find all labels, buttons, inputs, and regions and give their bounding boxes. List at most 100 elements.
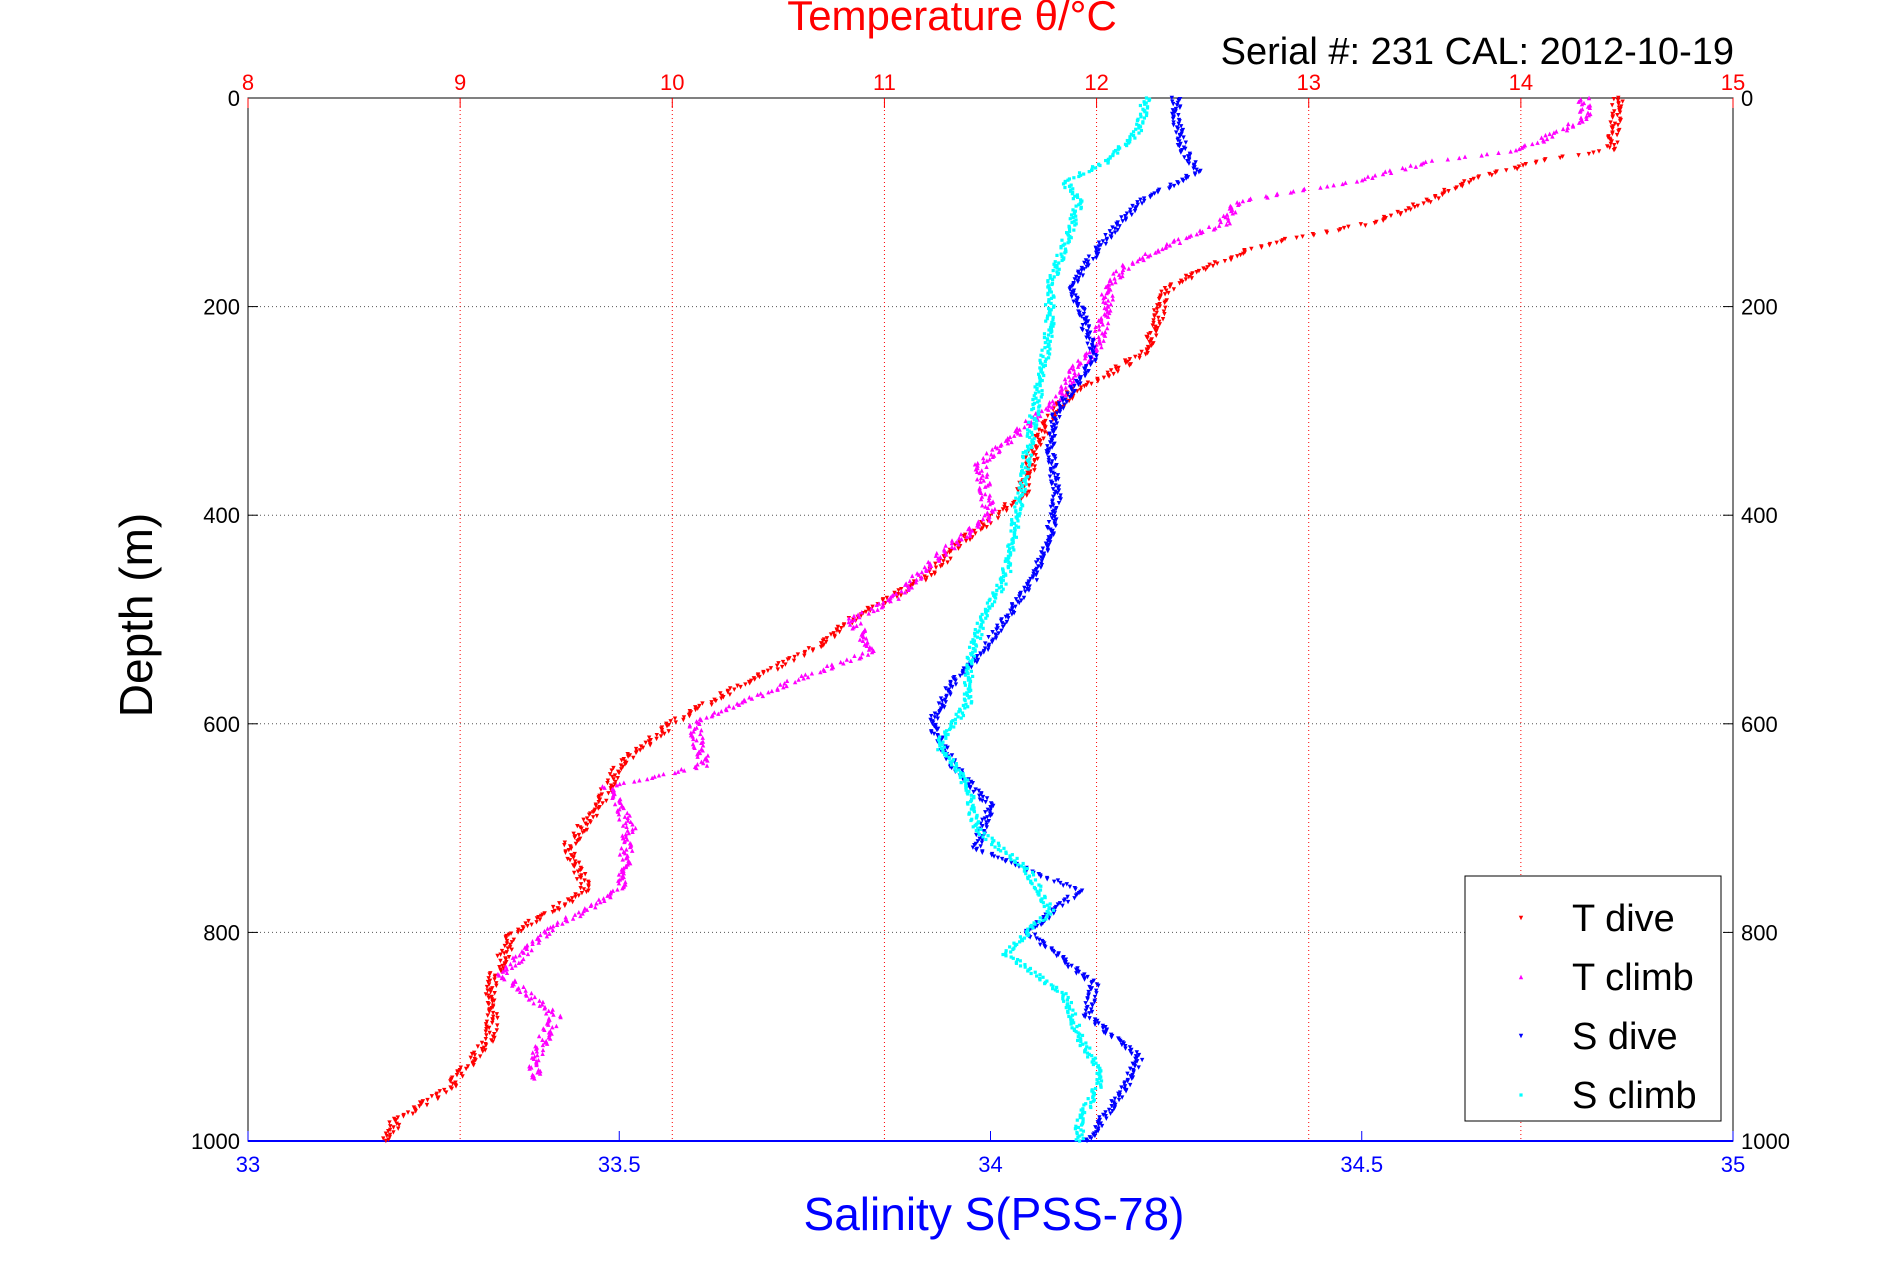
data-point [443, 1090, 449, 1095]
data-point [1517, 146, 1522, 152]
salinity-tick-label: 34 [978, 1152, 1002, 1177]
data-point [624, 847, 629, 852]
data-point [852, 617, 857, 622]
data-point [625, 810, 630, 816]
data-point [1058, 880, 1063, 886]
data-point [1145, 336, 1150, 341]
data-point [1051, 442, 1056, 448]
data-point [1106, 374, 1112, 379]
data-point [1586, 112, 1592, 118]
data-point [1117, 1090, 1123, 1095]
data-point [1156, 249, 1161, 254]
data-point [1130, 261, 1136, 266]
data-point [1484, 151, 1490, 157]
data-point [1359, 178, 1365, 183]
data-point [1089, 1009, 1095, 1015]
data-point [1055, 253, 1059, 257]
data-point [1032, 925, 1038, 930]
data-point [1105, 314, 1111, 319]
data-point [949, 720, 954, 724]
data-point [935, 712, 940, 718]
data-point [1100, 239, 1106, 244]
data-point [668, 719, 673, 724]
data-point [487, 978, 493, 984]
data-point [576, 909, 582, 915]
data-point [1092, 1019, 1098, 1025]
data-point [1084, 264, 1089, 269]
data-point [1056, 401, 1062, 406]
data-point [654, 736, 659, 742]
data-point [943, 552, 949, 557]
data-point [526, 918, 531, 924]
depth-tick-label-left: 0 [228, 86, 240, 111]
data-point [947, 727, 952, 732]
data-point [1006, 566, 1010, 570]
data-point [935, 716, 940, 721]
x-bottom-axis-label: Salinity S(PSS-78) [804, 1188, 1185, 1240]
data-point [578, 913, 583, 919]
data-point [584, 907, 590, 912]
data-point [1587, 105, 1593, 111]
data-point [1025, 583, 1030, 588]
data-point [1185, 175, 1191, 180]
data-point [1074, 971, 1079, 976]
data-point [499, 948, 505, 954]
data-point [570, 916, 576, 921]
data-point [637, 778, 642, 783]
data-point [1100, 1023, 1106, 1029]
data-point [1067, 395, 1073, 400]
data-point [1235, 254, 1240, 259]
data-point [1072, 370, 1077, 376]
data-point [549, 1031, 554, 1036]
legend-label: S climb [1572, 1075, 1697, 1117]
data-point [1133, 1060, 1138, 1065]
data-point [693, 707, 698, 713]
data-point [628, 860, 633, 866]
data-point [972, 806, 976, 810]
data-point [719, 696, 724, 701]
data-point [1008, 547, 1012, 551]
data-point [1083, 258, 1089, 263]
data-point [1044, 319, 1048, 323]
data-point [1068, 217, 1072, 221]
data-point [1118, 274, 1123, 280]
data-point [1066, 1011, 1070, 1015]
data-point [960, 671, 965, 676]
data-point [963, 532, 968, 537]
data-point [984, 611, 988, 615]
data-point [1530, 141, 1535, 147]
data-point [1021, 595, 1027, 601]
data-point [1010, 518, 1014, 522]
data-point [1069, 365, 1074, 371]
data-point [1026, 588, 1032, 593]
data-point [494, 1012, 500, 1017]
data-point [1094, 988, 1099, 994]
data-point [974, 816, 978, 820]
data-point [1151, 308, 1157, 313]
data-point [484, 984, 490, 990]
data-point [980, 503, 985, 508]
data-point [1175, 137, 1180, 143]
data-point [627, 813, 632, 818]
data-point [649, 775, 655, 780]
data-point [622, 814, 628, 819]
data-point [1354, 179, 1360, 184]
data-point [937, 710, 942, 715]
data-point [697, 721, 702, 726]
data-point [1033, 567, 1039, 573]
data-point [1068, 227, 1072, 231]
data-point [495, 1023, 500, 1028]
data-point [1069, 963, 1074, 969]
data-point [1030, 870, 1035, 874]
data-point [1152, 314, 1157, 319]
data-point [1071, 366, 1076, 372]
data-point [661, 771, 666, 777]
data-point [640, 745, 646, 751]
data-point [940, 698, 945, 704]
data-point [1000, 590, 1004, 594]
data-point [1037, 893, 1041, 897]
data-point [1324, 230, 1330, 236]
data-point [1027, 420, 1031, 424]
data-point [1000, 507, 1006, 512]
data-point [1457, 155, 1462, 161]
